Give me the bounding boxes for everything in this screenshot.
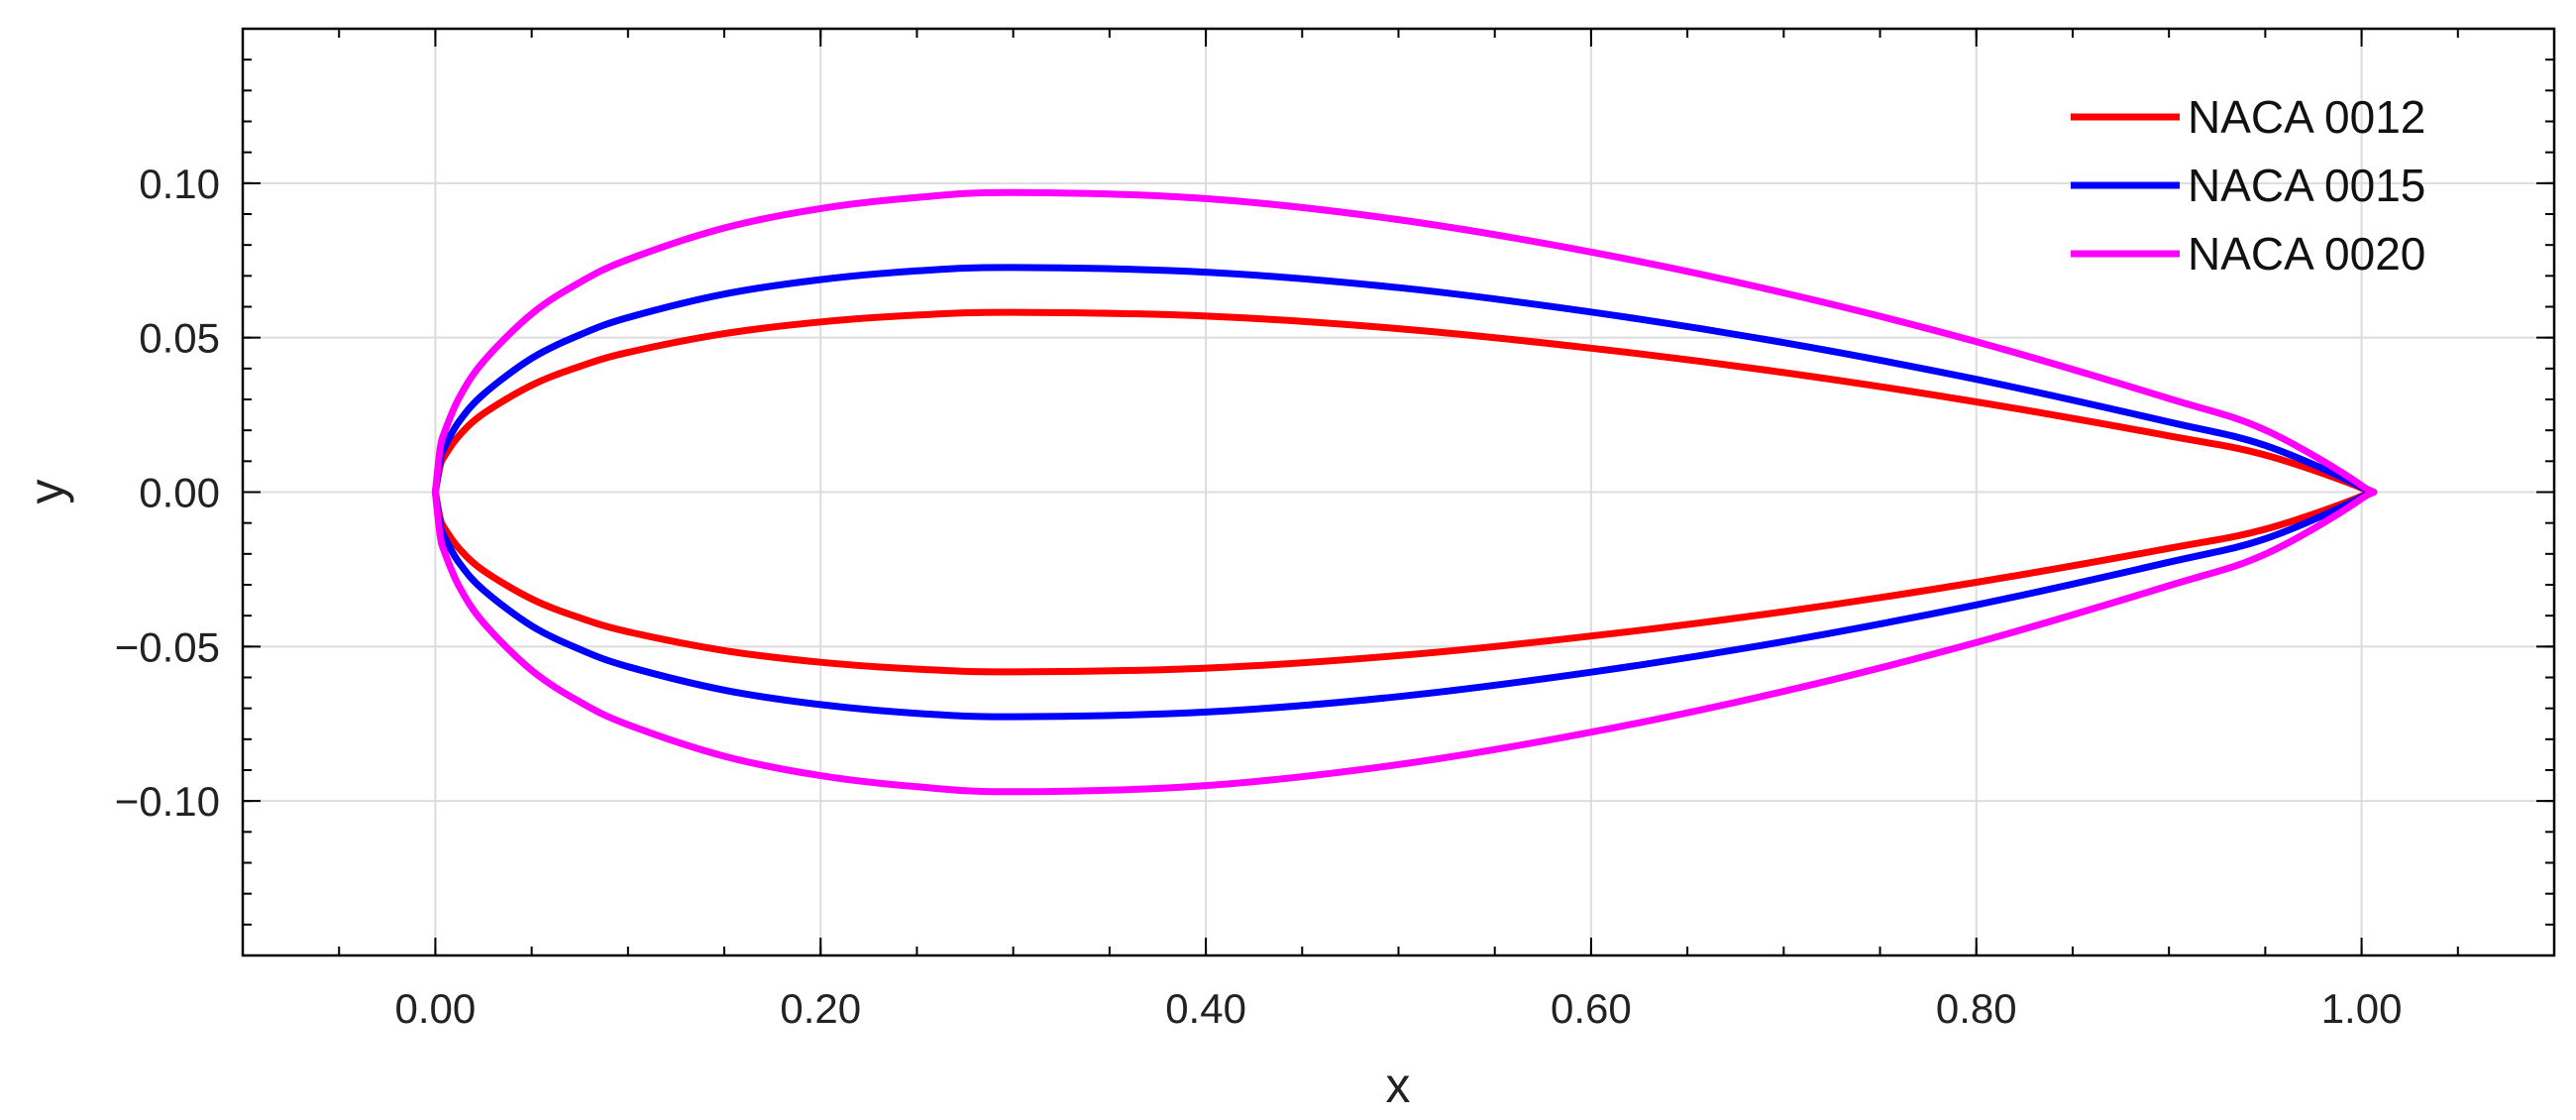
y-tick-label: 0.10 (139, 161, 220, 207)
x-tick-label: 0.20 (780, 985, 861, 1032)
legend-label: NACA 0012 (2188, 91, 2425, 143)
y-tick-label: −0.05 (115, 623, 220, 670)
major-ticks (243, 29, 2554, 955)
x-tick-label: 0.00 (395, 985, 477, 1032)
x-tick-label: 0.40 (1165, 985, 1246, 1032)
legend-label: NACA 0015 (2188, 160, 2425, 211)
legend-label: NACA 0020 (2188, 228, 2425, 280)
y-tick-label: 0.00 (139, 470, 220, 516)
x-tick-labels: 0.00 0.20 0.40 0.60 0.80 1.00 (395, 985, 2403, 1032)
series-lines (431, 188, 2378, 796)
x-axis-title: x (1386, 1058, 1411, 1113)
y-tick-labels: 0.10 0.05 0.00 −0.05 −0.10 (115, 161, 220, 825)
series-line-naca-0020 (431, 188, 2378, 796)
x-tick-label: 0.60 (1551, 985, 1632, 1032)
y-tick-label: 0.05 (139, 315, 220, 362)
x-tick-label: 0.80 (1936, 985, 2017, 1032)
x-tick-label: 1.00 (2321, 985, 2403, 1032)
legend: NACA 0012 NACA 0015 NACA 0020 (2071, 91, 2425, 280)
y-tick-label: −0.10 (115, 778, 220, 825)
y-axis-title: y (19, 480, 74, 504)
plot-frame (241, 27, 2556, 957)
